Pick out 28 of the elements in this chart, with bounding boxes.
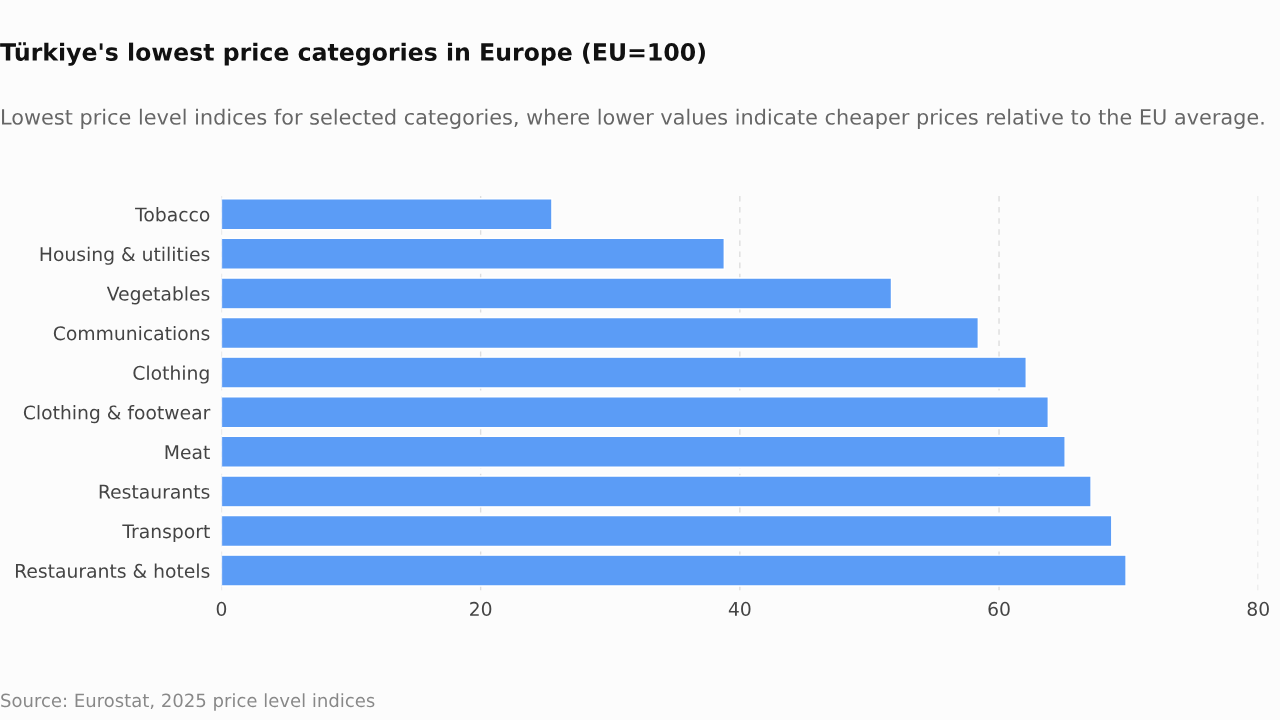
x-tick-label: 60 (988, 601, 1010, 617)
bar (221, 198, 553, 231)
bar (221, 435, 1066, 468)
chart-title: Türkiye's lowest price categories in Europe (EU=100) (0, 42, 705, 66)
bar (221, 514, 1113, 548)
x-tick-label: 80 (1247, 601, 1269, 617)
x-tick-label: 0 (216, 601, 227, 617)
y-tick-label: Housing & utilities (40, 246, 210, 265)
y-tick-label: Transport (122, 524, 210, 543)
chart-subtitle: Lowest price level indices for selected categories, where lower values indicate cheaper prices relative to the EU average. (2, 108, 1264, 129)
source-note: Source: Eurostat, 2025 price level indices (1, 693, 375, 711)
y-tick-label: Restaurants & hotels (16, 563, 210, 578)
bar (221, 316, 979, 350)
bar (221, 475, 1092, 508)
y-tick-label: Communications (53, 325, 210, 341)
y-tick-label: Clothing & footwear (23, 405, 211, 424)
y-tick-label: Restaurants (99, 484, 210, 499)
x-tick-label: 20 (470, 601, 492, 617)
y-tick-label: Clothing (133, 365, 209, 384)
y-tick-label: Vegetables (106, 286, 210, 305)
x-tick-label: 40 (728, 601, 751, 617)
bar (221, 554, 1127, 587)
bar (221, 237, 725, 270)
bar (221, 356, 1027, 389)
y-tick-label: Tobacco (135, 207, 210, 222)
bar (221, 277, 893, 310)
bar (221, 396, 1049, 429)
y-tick-label: Meat (165, 445, 210, 460)
